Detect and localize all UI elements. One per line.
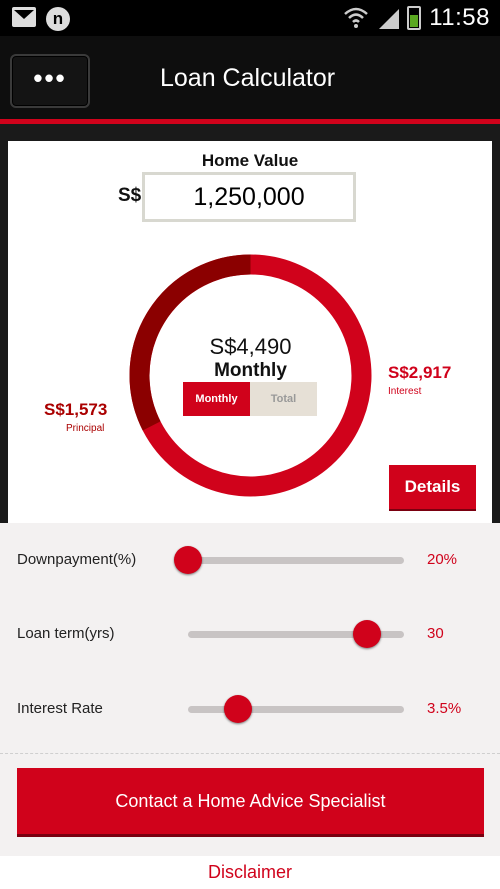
calculator-card: Home Value S$ S$4,490 Monthly Monthly To… [8, 141, 492, 523]
interest-label: Interest [388, 386, 422, 397]
battery-icon [407, 6, 422, 30]
toggle-total[interactable]: Total [250, 382, 317, 416]
principal-label: Principal [66, 423, 105, 434]
loan-term-label: Loan term(yrs) [17, 625, 115, 642]
downpayment-row: Downpayment(%) 20% [0, 541, 500, 581]
status-bar: n 11:58 [0, 0, 500, 36]
downpayment-label: Downpayment(%) [17, 551, 137, 568]
principal-arc [129, 254, 251, 431]
principal-amount: S$1,573 [44, 400, 108, 419]
interest-rate-value: 3.5% [427, 700, 462, 717]
signal-icon [379, 9, 400, 29]
currency-label: S$ [118, 185, 142, 206]
payment-period-label: Monthly [214, 360, 287, 381]
app-bar: ••• Loan Calculator [0, 36, 500, 124]
interest-rate-slider[interactable] [188, 706, 404, 713]
contact-specialist-button[interactable]: Contact a Home Advice Specialist [17, 768, 484, 834]
interest-rate-knob[interactable] [224, 695, 252, 723]
details-button[interactable]: Details [389, 465, 476, 509]
sliders-panel: Downpayment(%) 20% Loan term(yrs) 30 Int… [0, 523, 500, 889]
gmail-icon [12, 7, 36, 27]
loan-term-row: Loan term(yrs) 30 [0, 615, 500, 655]
loan-term-slider[interactable] [188, 631, 404, 638]
disclaimer-link[interactable]: Disclaimer [0, 856, 500, 889]
payment-donut-chart [129, 254, 372, 497]
loan-term-value: 30 [427, 625, 444, 642]
period-toggle: Monthly Total [183, 382, 317, 416]
downpayment-knob[interactable] [174, 546, 202, 574]
wifi-icon [344, 7, 369, 28]
monthly-payment-amount: S$4,490 [209, 334, 292, 359]
downpayment-slider[interactable] [188, 557, 404, 564]
interest-rate-row: Interest Rate 3.5% [0, 690, 500, 730]
loan-term-knob[interactable] [353, 620, 381, 648]
divider [0, 753, 500, 754]
home-value-label: Home Value [201, 151, 299, 170]
interest-rate-label: Interest Rate [17, 700, 103, 717]
toggle-monthly[interactable]: Monthly [183, 382, 250, 416]
n-icon: n [46, 7, 70, 31]
clock: 11:58 [429, 4, 490, 31]
menu-button[interactable]: ••• [10, 54, 90, 108]
interest-amount: S$2,917 [388, 363, 452, 382]
page-title: Loan Calculator [160, 64, 336, 92]
home-value-input[interactable] [142, 172, 356, 222]
downpayment-value: 20% [427, 551, 458, 568]
